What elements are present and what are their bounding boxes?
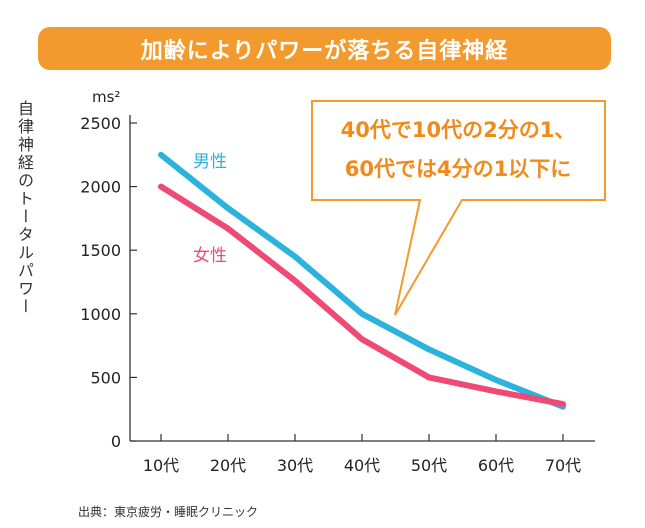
- callout-line-2: 60代では4分の1以下に: [345, 157, 571, 181]
- series-line-female: [158, 183, 566, 408]
- axes: 0 500 1000 1500 2000 2500 10代 20代 30代 40代 50代 60代 70…: [80, 114, 595, 475]
- x-tick-label: 70代: [545, 456, 581, 475]
- y-axis-label: 自律神経のトータルパワー: [15, 100, 34, 316]
- x-tick-label: 60代: [478, 456, 514, 475]
- callout-shape: [311, 100, 606, 316]
- title-banner: 加齢によりパワーが落ちる自律神経: [38, 27, 611, 70]
- series-label-male: 男性: [193, 152, 227, 172]
- source-note: 出典：東京疲労・睡眠クリニック: [78, 505, 259, 519]
- x-tick-label: 30代: [277, 456, 313, 475]
- y-tick-label: 500: [90, 368, 121, 387]
- y-tick-label: 1500: [80, 241, 121, 260]
- x-tick-label: 20代: [210, 456, 246, 475]
- x-tick-label: 50代: [411, 456, 447, 475]
- callout-line-1: 40代で10代の2分の1、: [341, 118, 576, 142]
- y-tick-label: 2000: [80, 178, 121, 197]
- y-tick-label: 2500: [80, 114, 121, 133]
- callout-box: 40代で10代の2分の1、 60代では4分の1以下に: [311, 100, 606, 316]
- y-axis-unit: ms²: [92, 88, 121, 106]
- x-tick-label: 10代: [143, 456, 179, 475]
- y-tick-label: 1000: [80, 305, 121, 324]
- y-tick-label: 0: [111, 432, 121, 451]
- chart-title: 加齢によりパワーが落ちる自律神経: [140, 38, 509, 64]
- series-label-female: 女性: [193, 246, 227, 266]
- x-tick-label: 40代: [344, 456, 380, 475]
